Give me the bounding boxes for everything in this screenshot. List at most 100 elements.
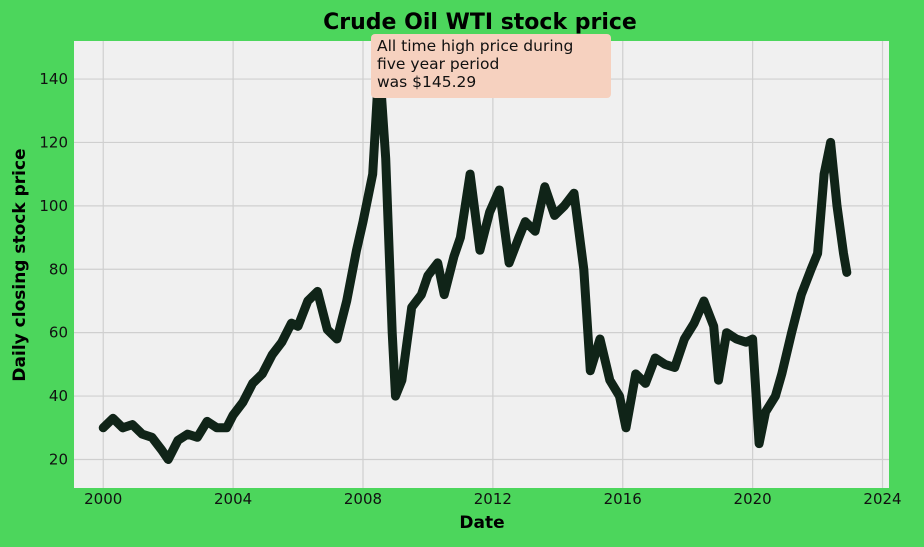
price-point: [551, 211, 559, 219]
price-point: [833, 202, 841, 210]
price-point: [456, 234, 464, 242]
price-point: [840, 249, 847, 257]
y-tick-label: 140: [39, 70, 68, 88]
price-point: [827, 138, 835, 146]
price-point: [369, 170, 377, 178]
price-point: [486, 208, 494, 216]
price-point: [249, 379, 257, 387]
price-point: [814, 249, 822, 257]
x-tick-label: 2016: [604, 490, 642, 508]
price-point: [632, 370, 640, 378]
price-point: [128, 421, 136, 429]
price-point: [771, 392, 779, 400]
price-point: [229, 411, 237, 419]
price-point: [606, 376, 614, 384]
price-point: [268, 351, 276, 359]
price-point: [586, 367, 594, 375]
price-point: [700, 297, 708, 305]
price-point: [239, 398, 247, 406]
price-point: [622, 424, 630, 432]
x-tick-label: 2020: [734, 490, 772, 508]
price-point: [755, 440, 763, 448]
price-point: [521, 218, 529, 226]
y-tick-label: 20: [49, 450, 68, 468]
price-point: [203, 417, 211, 425]
price-point: [138, 430, 146, 438]
price-point: [343, 297, 351, 305]
x-tick-label: 2012: [474, 490, 512, 508]
price-point: [596, 335, 604, 343]
price-point: [99, 424, 107, 432]
all-time-high-annotation: All time high price during five year per…: [371, 34, 611, 98]
price-point: [213, 424, 221, 432]
x-tick-label: 2000: [84, 490, 122, 508]
price-point: [417, 291, 425, 299]
price-point: [690, 319, 698, 327]
price-point: [158, 446, 166, 454]
price-point: [732, 335, 740, 343]
price-point: [288, 319, 295, 327]
price-point: [174, 436, 182, 444]
y-axis-title: Daily closing stock price: [10, 148, 30, 381]
price-point: [560, 202, 568, 210]
ticks: 2000 2004 2008 2012 2016 2020 2024 20 40 60 80 100 1…: [39, 70, 901, 508]
price-point: [642, 379, 649, 387]
annotation-line-2: five year period: [377, 55, 500, 73]
y-tick-label: 80: [49, 260, 68, 278]
price-point: [466, 170, 474, 178]
x-axis-title: Date: [459, 513, 504, 533]
price-point: [762, 408, 770, 416]
price-point: [398, 376, 406, 384]
x-tick-label: 2008: [344, 490, 382, 508]
price-point: [304, 297, 312, 305]
price-point: [671, 364, 679, 371]
price-point: [258, 370, 266, 378]
price-point: [495, 186, 503, 194]
y-tick-label: 40: [49, 387, 68, 405]
price-point: [359, 218, 367, 226]
price-point: [710, 322, 718, 330]
price-point: [388, 329, 396, 337]
chart-title: Crude Oil WTI stock price: [323, 10, 637, 35]
price-point: [651, 354, 659, 362]
annotation-line-1: All time high price during: [377, 37, 574, 55]
y-tick-label: 100: [39, 197, 68, 215]
price-point: [353, 246, 360, 254]
price-point: [541, 183, 549, 191]
price-point: [797, 291, 805, 299]
price-point: [148, 433, 156, 441]
price-point: [333, 335, 341, 343]
price-point: [382, 154, 390, 162]
price-point: [440, 291, 448, 299]
price-point: [450, 253, 458, 261]
price-point: [193, 433, 201, 441]
y-tick-label: 120: [39, 133, 68, 151]
price-point: [570, 189, 578, 197]
price-point: [408, 303, 416, 311]
price-point: [119, 424, 127, 432]
price-point: [749, 335, 757, 343]
y-tick-label: 60: [49, 324, 68, 342]
price-point: [278, 338, 286, 346]
price-point: [392, 392, 399, 400]
price-point: [505, 259, 513, 267]
price-point: [294, 322, 302, 330]
price-point: [515, 234, 523, 242]
price-point: [434, 259, 442, 267]
price-point: [616, 392, 623, 400]
price-point: [109, 414, 117, 422]
annotation-line-3: was $145.29: [377, 73, 477, 91]
price-point: [323, 326, 331, 333]
x-tick-label: 2024: [863, 490, 901, 508]
price-point: [778, 370, 786, 378]
price-point: [661, 360, 669, 368]
price-point: [820, 170, 828, 178]
price-point: [788, 329, 796, 337]
price-point: [742, 338, 750, 346]
series-layer: [98, 57, 852, 464]
price-point: [580, 265, 588, 273]
price-point: [807, 265, 815, 273]
price-point: [314, 287, 321, 295]
price-point: [424, 272, 432, 280]
